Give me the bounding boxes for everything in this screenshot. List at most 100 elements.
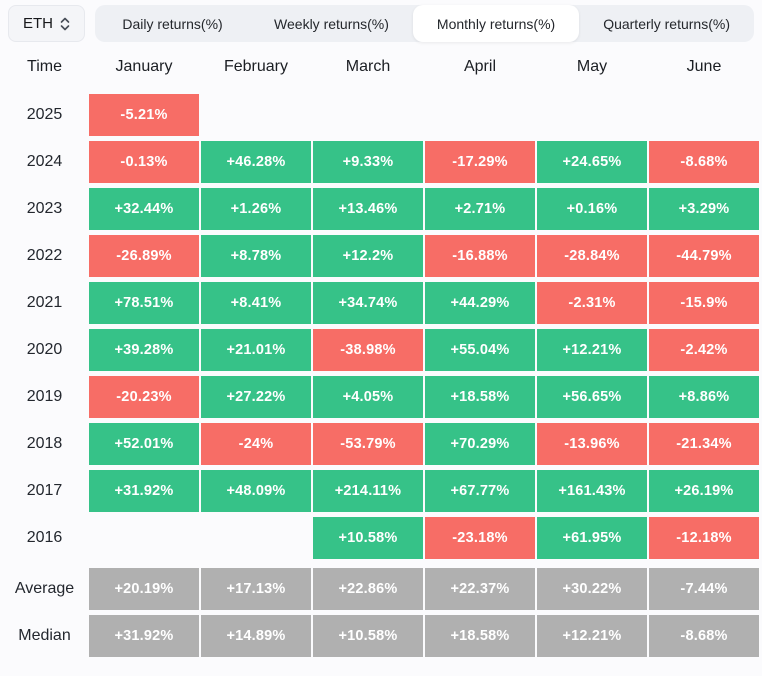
return-cell: +70.29% [425,423,535,465]
return-cell: +9.33% [313,141,423,183]
return-cell: +214.11% [313,470,423,512]
return-cell: -53.79% [313,423,423,465]
return-cell: -0.13% [89,141,199,183]
return-cell: +22.37% [425,568,535,610]
column-header-march: March [345,58,391,75]
return-cell: -23.18% [425,517,535,559]
tab-monthly-returns[interactable]: Monthly returns(%) [412,5,580,42]
return-cell: -12.18% [649,517,759,559]
table-row-median: Median +31.92% +14.89% +10.58% +18.58% +12.21… [0,615,762,657]
return-cell: +31.92% [89,470,199,512]
row-label: Average [14,580,75,597]
column-header-february: February [223,58,289,75]
return-cell: +12.2% [313,235,423,277]
asset-selector-button[interactable]: ETH [8,5,85,42]
return-cell: +34.74% [313,282,423,324]
return-cell: +8.41% [201,282,311,324]
return-cell: +30.22% [537,568,647,610]
table-row-2016: 2016 +10.58% -23.18% +61.95% -12.18% [0,517,762,559]
return-cell: +13.46% [313,188,423,230]
return-cell: -8.68% [649,141,759,183]
return-cell: -26.89% [89,235,199,277]
empty-cell [201,94,311,136]
return-cell: -20.23% [89,376,199,418]
return-cell: +67.77% [425,470,535,512]
return-cell: +18.58% [425,615,535,657]
return-cell: +8.86% [649,376,759,418]
return-cell: +10.58% [313,517,423,559]
tab-weekly-returns[interactable]: Weekly returns(%) [250,5,413,42]
row-label: 2016 [26,529,63,546]
row-label: 2021 [26,294,63,311]
return-cell: +3.29% [649,188,759,230]
return-cell: -17.29% [425,141,535,183]
row-label: 2023 [26,200,63,217]
return-cell: +78.51% [89,282,199,324]
return-cell: +39.28% [89,329,199,371]
table-row-2018: 2018 +52.01% -24% -53.79% +70.29% -13.96% -21.… [0,423,762,465]
return-cell: +46.28% [201,141,311,183]
returns-table: Time January February March April May June 202… [0,54,762,657]
empty-cell [537,94,647,136]
topbar: ETH Daily returns(%) Weekly returns(%) Mon… [0,0,762,42]
return-cell: -5.21% [89,94,199,136]
return-cell: +17.13% [201,568,311,610]
table-header-row: Time January February March April May June [0,54,762,80]
return-cell: +52.01% [89,423,199,465]
return-cell: +55.04% [425,329,535,371]
return-cell: +2.71% [425,188,535,230]
tab-quarterly-returns[interactable]: Quarterly returns(%) [579,5,754,42]
column-header-april: April [463,58,496,75]
column-header-january: January [115,58,173,75]
return-cell: -24% [201,423,311,465]
return-cell: -28.84% [537,235,647,277]
tab-daily-returns[interactable]: Daily returns(%) [95,5,250,42]
return-cell: +56.65% [537,376,647,418]
empty-cell [425,94,535,136]
return-cell: +18.58% [425,376,535,418]
asset-selector-label: ETH [23,15,53,32]
return-cell: +0.16% [537,188,647,230]
row-label: 2025 [26,106,63,123]
return-cell: +8.78% [201,235,311,277]
return-cell: +10.58% [313,615,423,657]
table-row-2024: 2024 -0.13% +46.28% +9.33% -17.29% +24.65% -8.… [0,141,762,183]
return-cell: -15.9% [649,282,759,324]
return-cell: -44.79% [649,235,759,277]
row-label: Median [18,627,71,644]
chevron-updown-icon [60,16,70,32]
table-row-2023: 2023 +32.44% +1.26% +13.46% +2.71% +0.16% +3.2… [0,188,762,230]
column-header-may: May [576,58,608,75]
table-row-average: Average +20.19% +17.13% +22.86% +22.37% +30.2… [0,568,762,610]
return-cell: +20.19% [89,568,199,610]
row-label: 2018 [26,435,63,452]
empty-cell [313,94,423,136]
return-cell: +12.21% [537,329,647,371]
return-cell: -8.68% [649,615,759,657]
column-header-time: Time [27,58,62,75]
table-row-2019: 2019 -20.23% +27.22% +4.05% +18.58% +56.65% +8… [0,376,762,418]
row-label: 2019 [26,388,63,405]
empty-cell [201,517,311,559]
return-cell: +61.95% [537,517,647,559]
return-cell: -38.98% [313,329,423,371]
row-label: 2022 [26,247,63,264]
return-cell: +22.86% [313,568,423,610]
row-label: 2017 [26,482,63,499]
column-header-june: June [686,58,722,75]
return-cell: -16.88% [425,235,535,277]
table-row-2017: 2017 +31.92% +48.09% +214.11% +67.77% +161.43… [0,470,762,512]
return-cell: +14.89% [201,615,311,657]
return-cell: +24.65% [537,141,647,183]
return-cell: -13.96% [537,423,647,465]
table-row-2025: 2025 -5.21% [0,94,762,136]
row-label: 2024 [26,153,63,170]
return-cell: -2.42% [649,329,759,371]
table-row-2021: 2021 +78.51% +8.41% +34.74% +44.29% -2.31% -15… [0,282,762,324]
return-cell: +12.21% [537,615,647,657]
return-cell: +4.05% [313,376,423,418]
return-cell: +27.22% [201,376,311,418]
table-row-2022: 2022 -26.89% +8.78% +12.2% -16.88% -28.84% -44… [0,235,762,277]
table-row-2020: 2020 +39.28% +21.01% -38.98% +55.04% +12.21% -… [0,329,762,371]
return-cell: +31.92% [89,615,199,657]
